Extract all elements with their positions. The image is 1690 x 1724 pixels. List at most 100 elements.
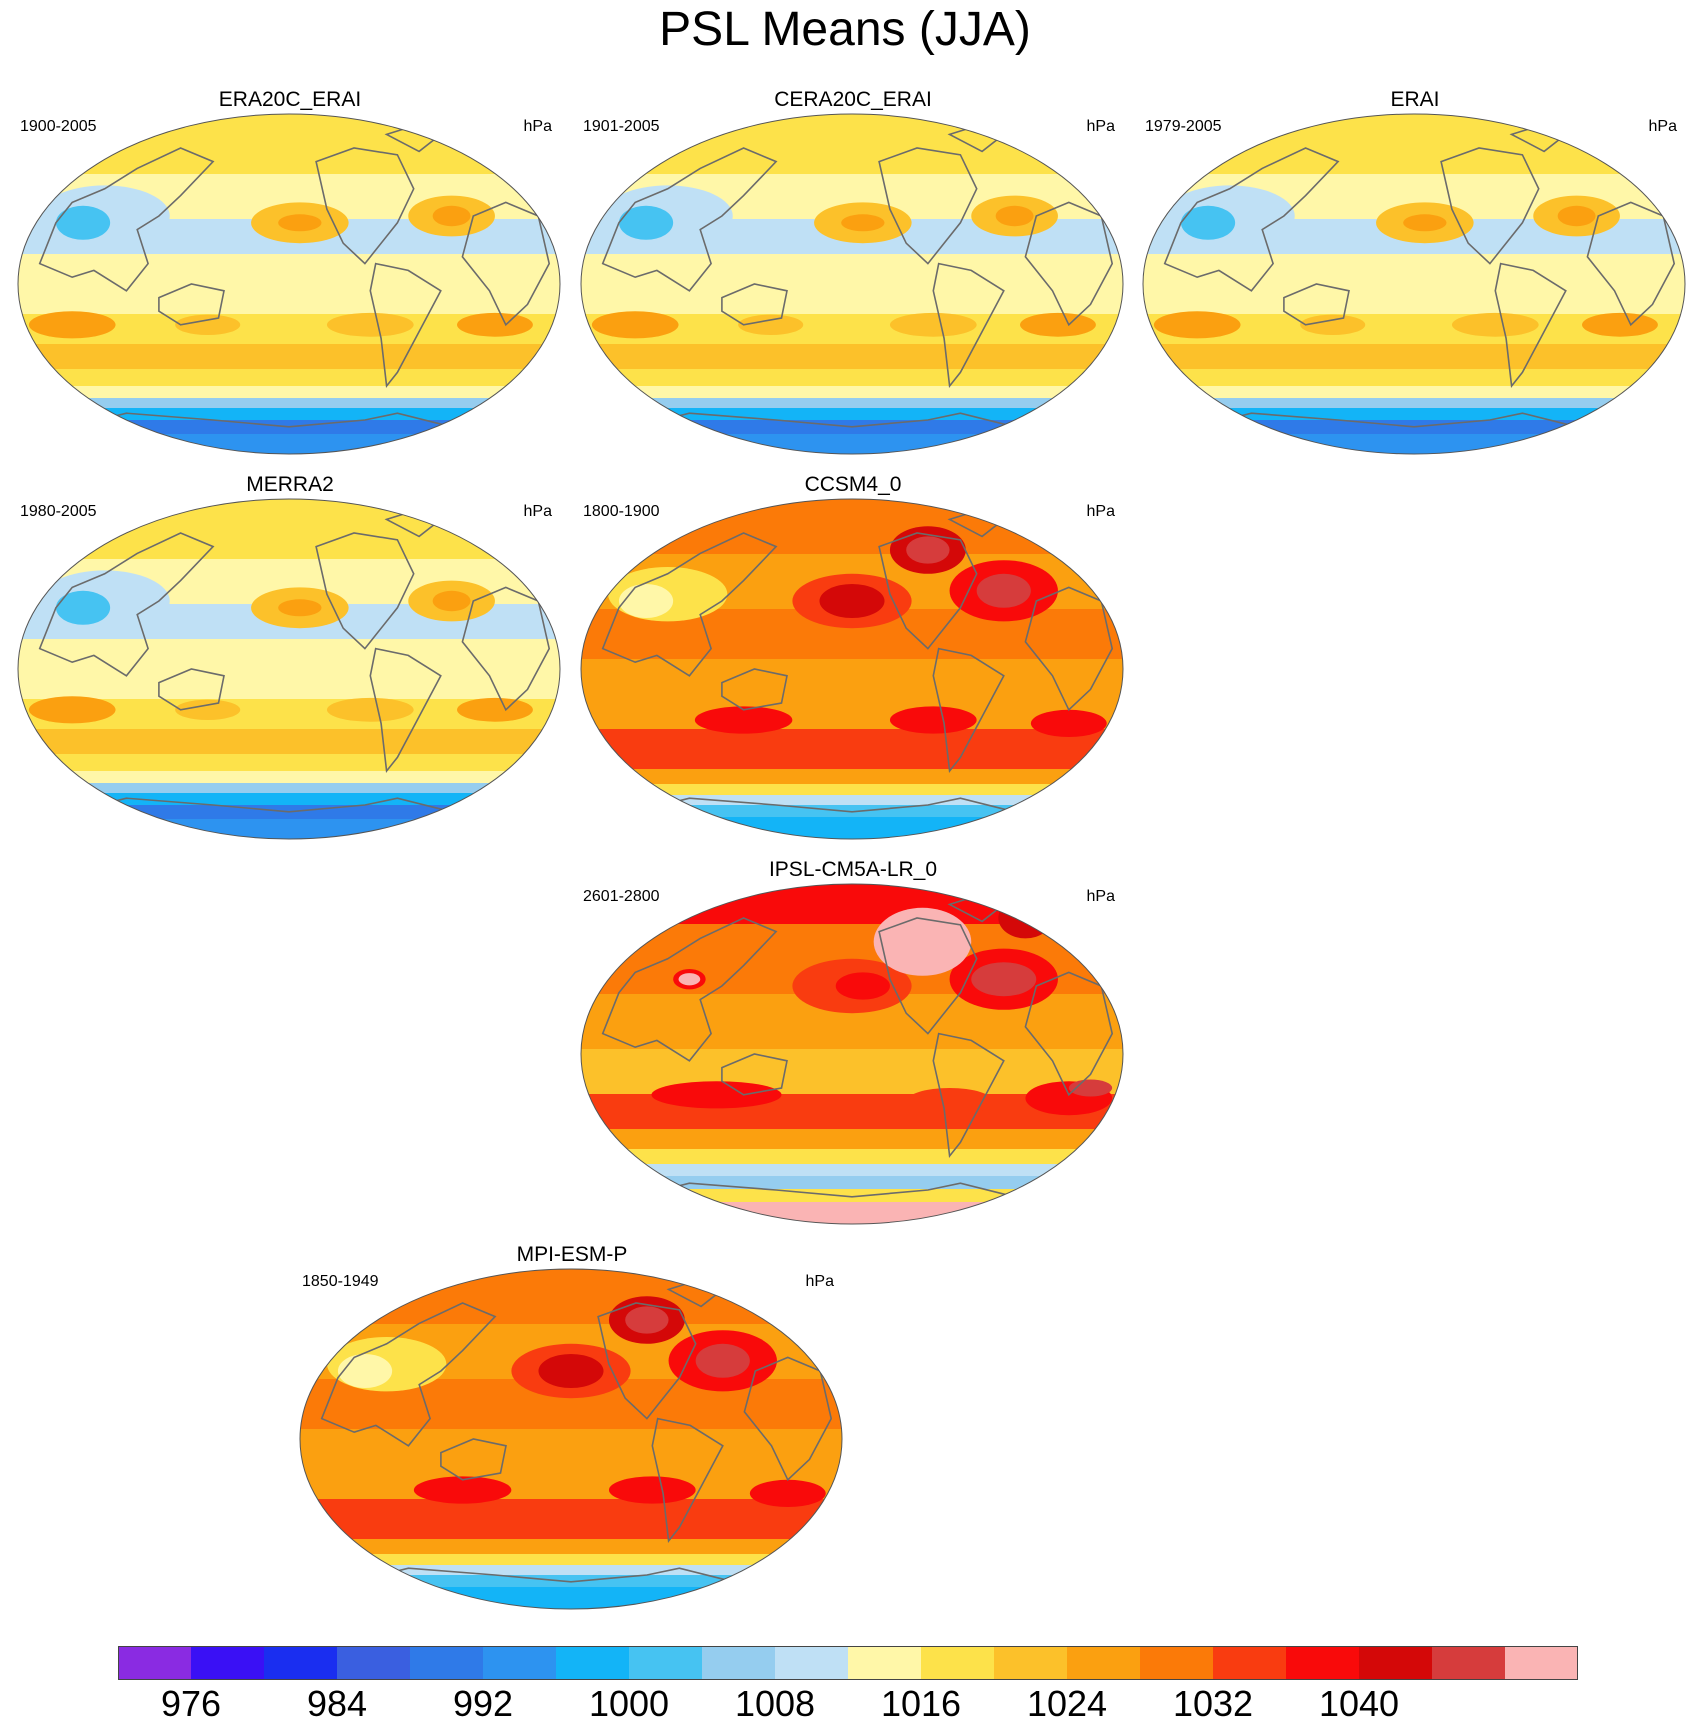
field-blob: [906, 536, 950, 564]
map-field: [299, 1268, 843, 1610]
panel-period: 1901-2005: [583, 118, 660, 135]
field-band: [581, 1149, 1123, 1165]
field-blob: [175, 314, 241, 335]
field-band: [18, 386, 560, 399]
map-field: [580, 113, 1124, 455]
coastline: [597, 1302, 697, 1420]
field-band: [581, 408, 1123, 421]
field-blob: [695, 1343, 750, 1378]
coastline: [1283, 283, 1350, 326]
colorbar-swatch: [483, 1646, 557, 1680]
map-panel-ccsm4: CCSM4_0 1800-1900 hPa: [573, 473, 1133, 853]
panel-units: hPa: [523, 118, 552, 135]
field-blob: [625, 1306, 669, 1334]
field-blob: [1403, 214, 1447, 232]
coastline: [878, 917, 978, 1035]
field-blob: [432, 205, 471, 227]
field-blob: [998, 897, 1053, 939]
field-band: [581, 254, 1123, 315]
coastline: [651, 1417, 724, 1544]
panel-units: hPa: [1086, 888, 1115, 905]
panel-period: 1800-1900: [583, 503, 660, 520]
field-band: [1143, 369, 1685, 387]
coastline: [721, 1053, 788, 1096]
field-band: [18, 114, 560, 175]
field-band: [581, 398, 1123, 409]
field-band: [1143, 398, 1685, 409]
colorbar-swatch: [191, 1646, 265, 1680]
map-border: [580, 883, 1124, 1225]
coastline: [1024, 201, 1114, 327]
map-field: [1142, 113, 1686, 455]
colorbar-tick-label: 992: [452, 1683, 514, 1724]
field-band: [1143, 254, 1685, 315]
map-border: [580, 498, 1124, 840]
field-blob: [1557, 205, 1596, 227]
coastline: [1494, 262, 1567, 389]
coastline: [1163, 147, 1340, 292]
field-blob: [835, 972, 890, 1000]
field-band: [300, 1429, 842, 1500]
coastline: [315, 532, 415, 650]
colorbar-tick-label: 1008: [734, 1683, 816, 1724]
field-band: [581, 784, 1123, 796]
panel-title: IPSL-CM5A-LR_0: [768, 858, 938, 881]
colorbar-swatch: [118, 1646, 192, 1680]
field-band: [18, 408, 560, 421]
panel-period: 1850-1949: [302, 1273, 379, 1290]
field-blob: [694, 706, 793, 734]
field-band: [581, 729, 1123, 770]
map-panel-erai: ERAI 1979-2005 hPa: [1135, 88, 1690, 468]
map-border: [580, 113, 1124, 455]
field-band: [18, 771, 560, 784]
field-blob: [749, 1479, 826, 1507]
field-blob: [618, 205, 674, 240]
colorbar-swatch: [775, 1646, 849, 1680]
colorbar-swatch: [1505, 1646, 1578, 1680]
coastline: [158, 668, 225, 711]
coastline: [601, 917, 778, 1062]
field-blob: [413, 1476, 512, 1504]
field-blob: [389, 573, 406, 595]
field-blob: [55, 590, 111, 625]
panel-period: 1980-2005: [20, 503, 97, 520]
colorbar-tick-label: 984: [306, 1683, 368, 1724]
field-blob: [906, 1088, 993, 1116]
colorbar-tick-label: 1032: [1172, 1683, 1254, 1724]
field-band: [581, 884, 1123, 925]
colorbar-swatch: [848, 1646, 922, 1680]
field-blob: [651, 1081, 782, 1109]
field-band: [18, 369, 560, 387]
field-blob: [1451, 312, 1539, 337]
panel-title: CERA20C_ERAI: [774, 88, 932, 111]
field-band: [581, 344, 1123, 370]
field-blob: [457, 697, 533, 722]
colorbar: 976 984 992 1000 1008 1016 1024 1032 1040: [118, 1646, 1578, 1722]
field-blob: [841, 214, 885, 232]
map-panel-mpi-esm-p: MPI-ESM-P 1850-1949 hPa: [292, 1243, 852, 1623]
field-blob: [952, 188, 969, 210]
field-band: [1143, 386, 1685, 399]
coastline: [932, 262, 1005, 389]
field-band: [18, 754, 560, 772]
field-band: [18, 783, 560, 794]
colorbar-swatch: [264, 1646, 338, 1680]
field-band: [581, 1129, 1123, 1150]
panel-title: CCSM4_0: [804, 473, 902, 496]
field-blob: [678, 973, 701, 986]
field-blob: [1153, 311, 1241, 339]
coastline: [743, 1356, 833, 1482]
field-band: [581, 1202, 1123, 1224]
field-band: [18, 499, 560, 560]
field-blob: [889, 706, 977, 734]
field-blob: [28, 311, 116, 339]
coastline: [721, 668, 788, 711]
colorbar-swatch: [1432, 1646, 1506, 1680]
field-blob: [326, 312, 414, 337]
field-band: [18, 344, 560, 370]
colorbar-swatch: [994, 1646, 1068, 1680]
colorbar-frame: [118, 1646, 1578, 1680]
field-blob: [175, 699, 241, 720]
coastline: [878, 532, 978, 650]
field-band: [581, 369, 1123, 387]
